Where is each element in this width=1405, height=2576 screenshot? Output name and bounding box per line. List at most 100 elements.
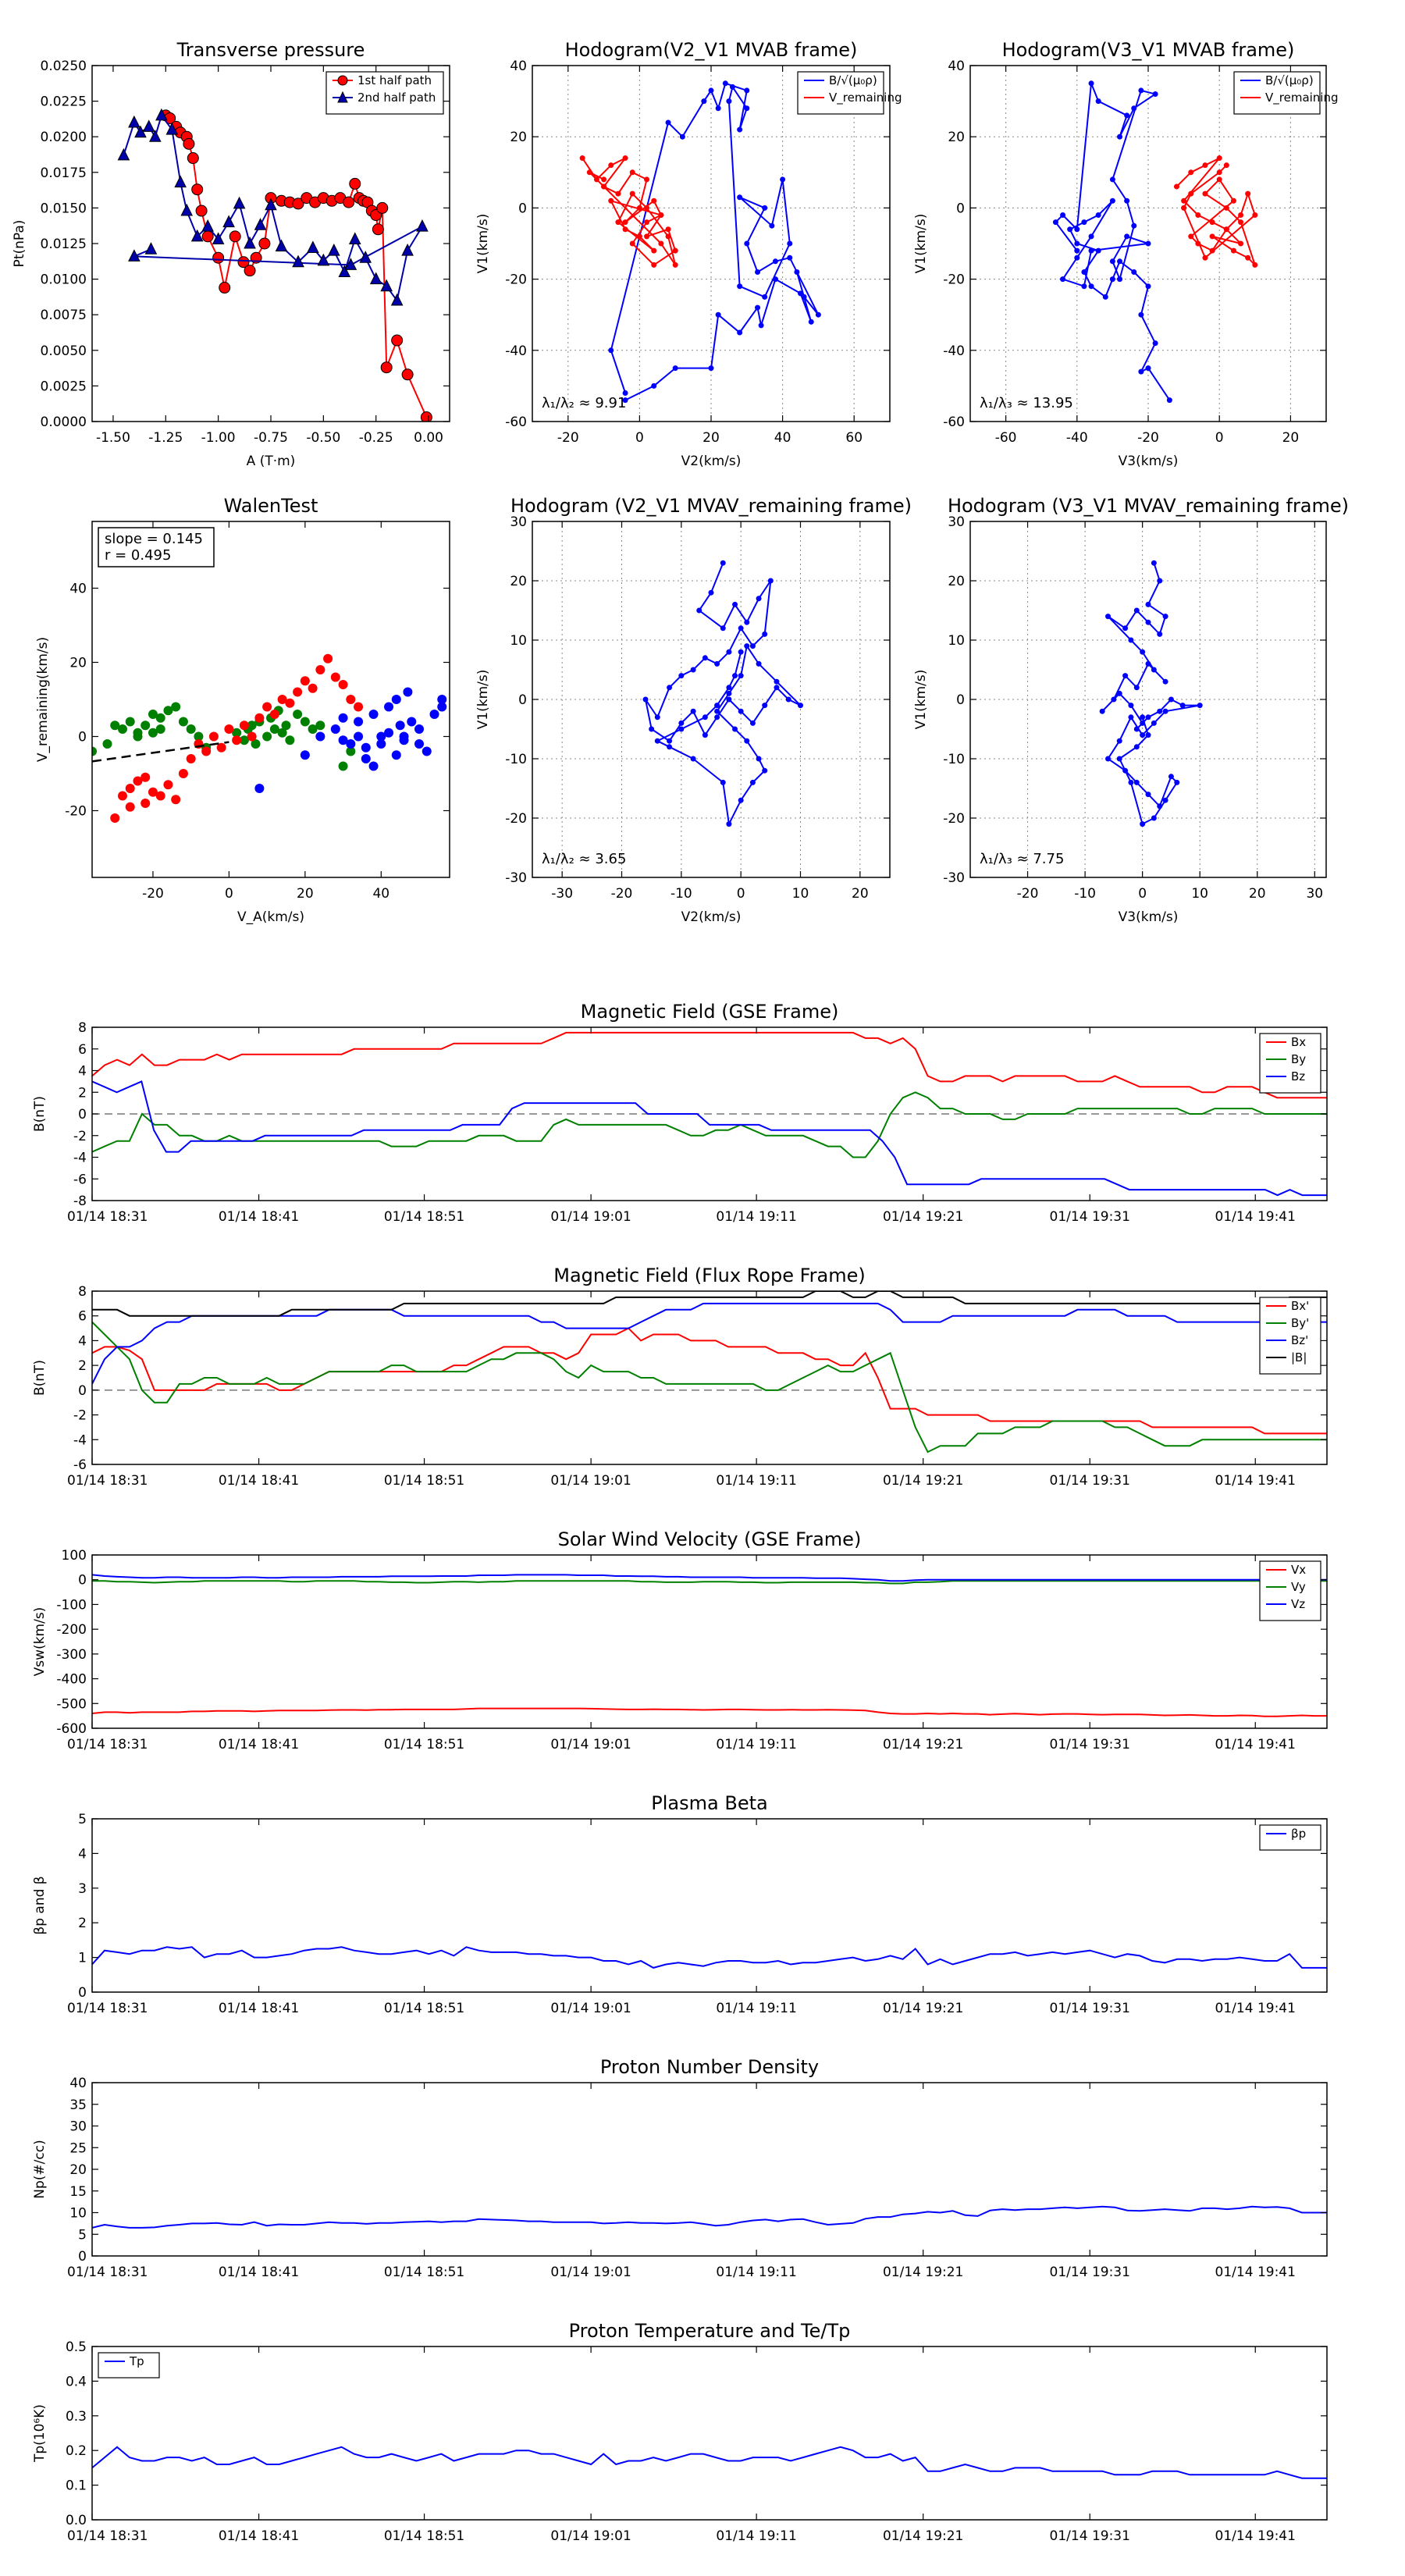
data-point — [738, 797, 744, 803]
legend-label: Vy — [1291, 1580, 1306, 1594]
data-point — [1081, 283, 1087, 290]
data-point — [762, 767, 768, 774]
x-tick-label: 01/14 18:51 — [384, 2265, 464, 2280]
scatter-point — [368, 710, 379, 719]
y-tick-label: 15 — [69, 2184, 87, 2200]
data-point — [1105, 614, 1112, 620]
x-tick-label: 01/14 18:51 — [384, 1473, 464, 1489]
y-tick-label: 0.0 — [66, 2513, 87, 2528]
data-point — [144, 242, 158, 254]
scatter-point — [239, 735, 249, 745]
data-point — [317, 253, 330, 266]
data-point — [629, 190, 635, 197]
scatter-point — [171, 702, 181, 712]
data-point — [1168, 696, 1174, 703]
legend-box — [1259, 1297, 1321, 1375]
data-point — [1060, 276, 1066, 283]
data-point — [744, 738, 750, 744]
data-point — [644, 205, 650, 211]
data-point — [1145, 619, 1151, 625]
y-tick-label: 35 — [69, 2097, 87, 2113]
chart-panel-p4: -20 0 20 40 -20 0 20 40 WalenTest V_A(km/s) V_rema… — [35, 495, 450, 925]
y-tick-label: -20 — [943, 272, 965, 288]
data-point — [762, 631, 768, 637]
data-point — [222, 215, 235, 228]
data-point — [651, 197, 657, 204]
legend-label: B/√(μ₀ρ) — [829, 73, 877, 87]
scatter-point — [186, 724, 196, 734]
scatter-point — [308, 683, 318, 693]
data-point — [696, 607, 702, 614]
data-point — [180, 203, 194, 216]
y-tick-label: 0.0075 — [41, 308, 87, 323]
scatter-point — [384, 702, 394, 712]
x-tick-label: 01/14 18:41 — [219, 2001, 299, 2016]
y-tick-label: 0.0025 — [41, 379, 87, 394]
plot-area — [92, 2446, 1327, 2479]
data-point — [1174, 779, 1180, 785]
annotation-text: slope = 0.145 — [105, 531, 203, 547]
plot-frame — [91, 521, 450, 878]
x-tick-label: 10 — [792, 886, 809, 902]
data-point — [237, 256, 250, 269]
data-point — [737, 329, 743, 336]
data-point — [1109, 276, 1115, 283]
y-tick-label: -4 — [73, 1151, 87, 1166]
data-point — [744, 240, 750, 247]
y-tick-label: 20 — [69, 2162, 87, 2178]
data-point — [642, 696, 649, 703]
scatter-point — [437, 695, 447, 704]
scatter-point — [300, 750, 310, 760]
x-axis-label: V3(km/s) — [1119, 454, 1179, 469]
x-tick-label: 01/14 19:21 — [883, 2265, 963, 2280]
data-point — [1128, 714, 1134, 720]
data-point — [201, 230, 214, 243]
data-point — [1081, 269, 1087, 275]
data-point — [651, 262, 657, 268]
series-line-3 — [92, 1291, 1327, 1317]
data-point — [258, 237, 271, 250]
y-axis-label: Vsw(km/s) — [32, 1607, 48, 1677]
data-point — [1124, 233, 1130, 240]
data-point — [756, 660, 762, 667]
x-tick-label: 01/14 19:21 — [883, 1737, 963, 1752]
data-point — [1128, 637, 1134, 643]
y-axis-label: βp and β — [32, 1876, 48, 1934]
y-tick-label: -6 — [73, 1172, 87, 1187]
y-axis-label: V1(km/s) — [475, 214, 491, 274]
y-tick-label: 20 — [510, 130, 527, 145]
data-point — [1116, 756, 1122, 762]
data-point — [780, 176, 786, 183]
chart-title: Proton Number Density — [600, 2056, 819, 2078]
y-tick-label: 20 — [510, 574, 527, 589]
scatter-point — [293, 710, 303, 719]
data-point — [708, 365, 714, 372]
chart-panel-p3: -60 -40 -20 0 20 -60 -40 -20 0 20 40 Hodogram(V3_V1… — [913, 39, 1339, 469]
y-tick-label: 0.2 — [66, 2443, 87, 2459]
data-point — [1216, 169, 1222, 176]
x-tick-label: 30 — [1306, 886, 1323, 902]
x-tick-label: 20 — [1249, 886, 1266, 902]
data-point — [1133, 744, 1140, 750]
x-tick-label: 01/14 18:31 — [67, 2265, 148, 2280]
y-tick-label: 0.0250 — [41, 59, 87, 74]
scatter-point — [269, 710, 279, 719]
scatter-point — [414, 739, 425, 749]
x-tick-label: 01/14 18:51 — [384, 1737, 464, 1752]
legend-label: Vx — [1291, 1563, 1306, 1577]
scatter-point — [414, 724, 425, 734]
x-tick-label: 01/14 19:11 — [716, 1209, 796, 1225]
data-point — [1216, 176, 1222, 183]
legend-box — [1259, 1033, 1321, 1094]
scatter-point — [384, 728, 394, 738]
x-tick-label: -20 — [1137, 430, 1159, 446]
data-point — [762, 294, 768, 300]
y-tick-label: -4 — [73, 1432, 87, 1448]
y-axis-label: V_remaining(km/s) — [35, 637, 51, 762]
scatter-point — [148, 710, 158, 719]
data-point — [1223, 162, 1229, 169]
y-tick-label: 0.0050 — [41, 343, 87, 359]
data-point — [1162, 614, 1168, 620]
x-tick-label: 01/14 18:41 — [219, 1209, 299, 1225]
data-point — [142, 119, 155, 132]
